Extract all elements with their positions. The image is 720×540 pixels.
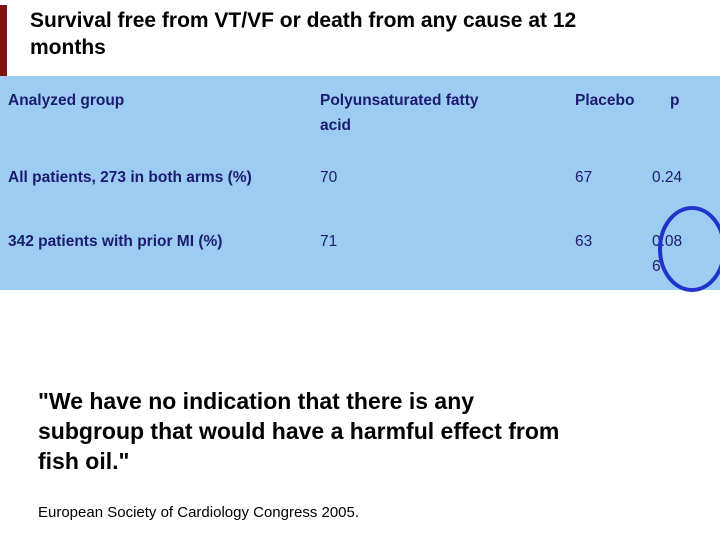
quote-line-2: subgroup that would have a harmful effec…	[38, 418, 560, 444]
cell-placebo-prior-mi: 63	[575, 233, 593, 250]
cell-group-prior-mi: 342 patients with prior MI (%)	[8, 233, 223, 250]
cell-treatment-all-patients: 70	[320, 169, 338, 186]
cell-p-all-patients: 0.24	[652, 169, 683, 186]
cell-p-prior-mi: 0.08 6	[652, 233, 683, 275]
header-polyunsaturated-fatty-acid: Polyunsaturated fatty acid	[320, 92, 479, 134]
quote-block: "We have no indication that there is any…	[38, 386, 703, 476]
slide-title-line-1: Survival free from VT/VF or death from a…	[30, 9, 577, 32]
cell-treatment-prior-mi: 71	[320, 233, 338, 250]
slide-title: Survival free from VT/VF or death from a…	[30, 7, 695, 61]
quote-line-1: "We have no indication that there is any	[38, 388, 475, 414]
cell-placebo-all-patients: 67	[575, 169, 593, 186]
slide-accent-bar	[0, 5, 7, 77]
attribution-text: European Society of Cardiology Congress …	[38, 504, 360, 521]
results-table: Analyzed group Polyunsaturated fatty aci…	[0, 76, 720, 290]
quote-line-3: fish oil."	[38, 448, 130, 474]
header-placebo: Placebo	[575, 92, 635, 109]
header-p-value: p	[670, 92, 680, 109]
header-analyzed-group: Analyzed group	[8, 92, 125, 109]
cell-group-all-patients: All patients, 273 in both arms (%)	[8, 169, 252, 186]
slide-title-line-2: months	[30, 36, 106, 59]
